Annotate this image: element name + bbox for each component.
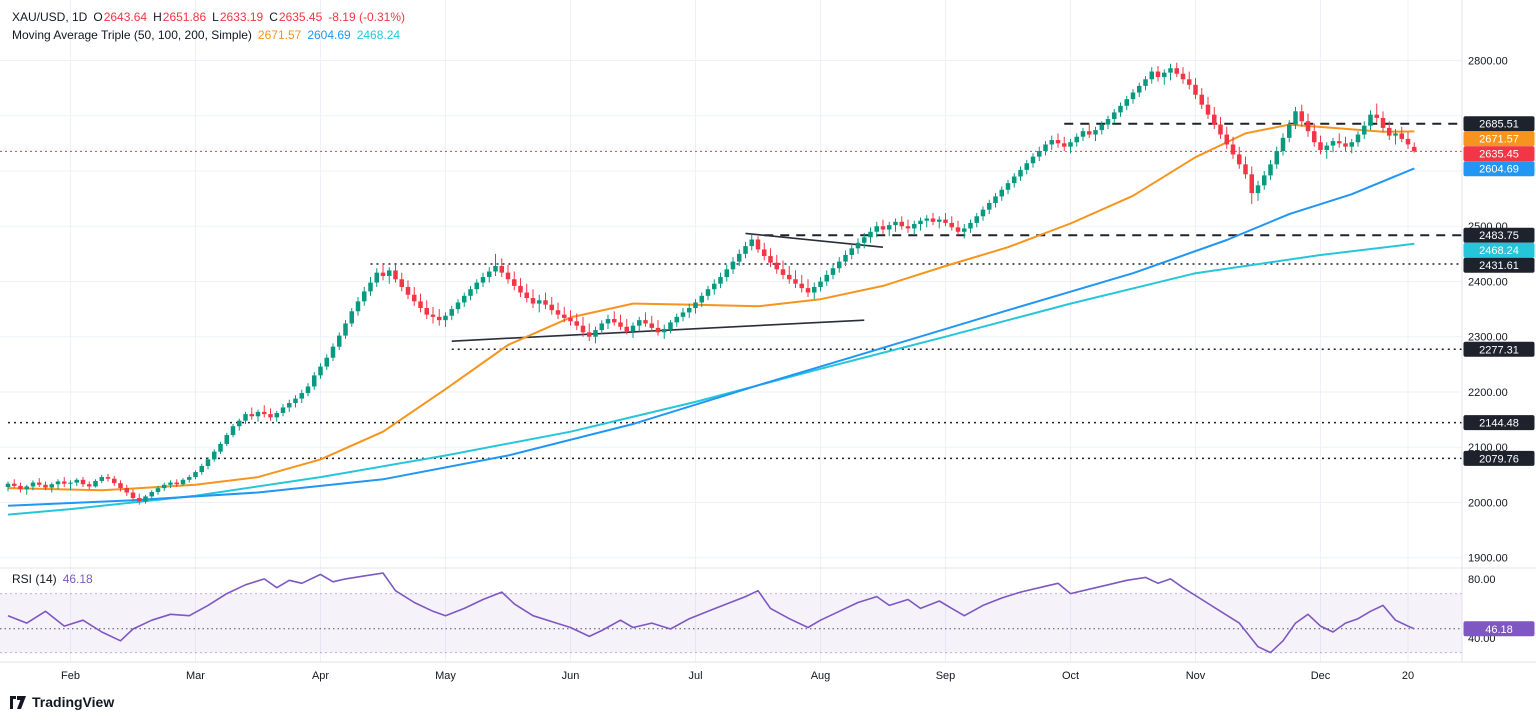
grid-layer (0, 0, 1462, 662)
price-axis-badge: 2431.61 (1463, 257, 1535, 273)
svg-text:Jun: Jun (562, 670, 580, 682)
svg-text:2200.00: 2200.00 (1468, 387, 1508, 399)
pane-separators (0, 0, 1536, 663)
svg-text:2468.24: 2468.24 (1479, 245, 1519, 257)
tradingview-branding[interactable]: TradingView (10, 694, 114, 710)
price-axis-badge: 2604.69 (1463, 161, 1535, 177)
svg-text:20: 20 (1402, 670, 1414, 682)
price-axis-badge: 2079.76 (1463, 450, 1535, 466)
symbol-title[interactable]: XAU/USD, 1D (12, 10, 88, 24)
svg-text:2431.61: 2431.61 (1479, 260, 1519, 272)
tradingview-logo-icon (10, 695, 26, 709)
svg-text:Feb: Feb (61, 670, 80, 682)
svg-text:2671.57: 2671.57 (1479, 134, 1519, 146)
svg-text:2483.75: 2483.75 (1479, 230, 1519, 242)
svg-text:2144.48: 2144.48 (1479, 418, 1519, 430)
price-axis[interactable]: 2800.002500.002400.002300.002200.002100.… (1463, 55, 1535, 645)
ohlc-open: O 2643.64 (93, 10, 148, 24)
svg-text:Aug: Aug (811, 670, 831, 682)
rsi-indicator-legend[interactable]: RSI (14) 46.18 (12, 572, 93, 586)
symbol-legend[interactable]: XAU/USD, 1D O 2643.64 H 2651.86 L 2633.19 C… (12, 10, 405, 24)
svg-text:Jul: Jul (688, 670, 702, 682)
svg-text:2604.69: 2604.69 (1479, 164, 1519, 176)
price-axis-badge: 2483.75 (1463, 227, 1535, 243)
time-axis[interactable]: Feb Mar Apr May Jun Jul Aug Sep Oct Nov Dec 20 (61, 670, 1414, 682)
price-axis-badge: 2685.51 (1463, 116, 1535, 132)
candles-layer (5, 62, 1417, 505)
svg-text:2300.00: 2300.00 (1468, 332, 1508, 344)
price-axis-badge: 2277.31 (1463, 341, 1535, 357)
svg-text:Sep: Sep (936, 670, 956, 682)
svg-text:46.18: 46.18 (1485, 624, 1513, 636)
change-value: -8.19 (-0.31%) (328, 10, 405, 24)
ohlc-high: H 2651.86 (153, 10, 207, 24)
svg-text:2079.76: 2079.76 (1479, 453, 1519, 465)
rsi-pane (0, 572, 1462, 654)
svg-text:Mar: Mar (186, 670, 205, 682)
ohlc-low: L 2633.19 (212, 10, 264, 24)
svg-text:1900.00: 1900.00 (1468, 553, 1508, 565)
level-lines (0, 122, 1462, 460)
svg-text:Nov: Nov (1186, 670, 1206, 682)
ma200-value: 2468.24 (356, 28, 401, 42)
svg-text:May: May (435, 670, 456, 682)
ma-lines (7, 123, 1415, 516)
ma-indicator-legend[interactable]: Moving Average Triple (50, 100, 200, Sim… (12, 28, 400, 42)
svg-text:Oct: Oct (1062, 670, 1079, 682)
ohlc-close: C 2635.45 (269, 10, 323, 24)
price-axis-badge: 2144.48 (1463, 415, 1535, 431)
tradingview-logo-text: TradingView (32, 694, 115, 710)
svg-text:Apr: Apr (312, 670, 329, 682)
rsi-value: 46.18 (62, 572, 93, 586)
svg-text:Dec: Dec (1311, 670, 1331, 682)
svg-text:2000.00: 2000.00 (1468, 497, 1508, 509)
ma100-value: 2604.69 (307, 28, 351, 42)
price-axis-badge: 2671.57 (1463, 131, 1535, 147)
rsi-indicator-title: RSI (14) (12, 572, 57, 586)
svg-text:80.00: 80.00 (1468, 574, 1496, 586)
svg-text:2685.51: 2685.51 (1479, 119, 1519, 131)
ma50-value: 2671.57 (257, 28, 302, 42)
svg-text:2800.00: 2800.00 (1468, 55, 1508, 67)
price-axis-badge: 2468.24 (1463, 242, 1535, 258)
svg-text:2277.31: 2277.31 (1479, 344, 1519, 356)
svg-text:2400.00: 2400.00 (1468, 276, 1508, 288)
price-axis-badge: 46.18 (1463, 621, 1535, 637)
ma-indicator-title: Moving Average Triple (50, 100, 200, Sim… (12, 28, 252, 42)
svg-text:2635.45: 2635.45 (1479, 149, 1519, 161)
price-axis-badge: 2635.45 (1463, 146, 1535, 162)
trendlines[interactable] (451, 232, 884, 342)
